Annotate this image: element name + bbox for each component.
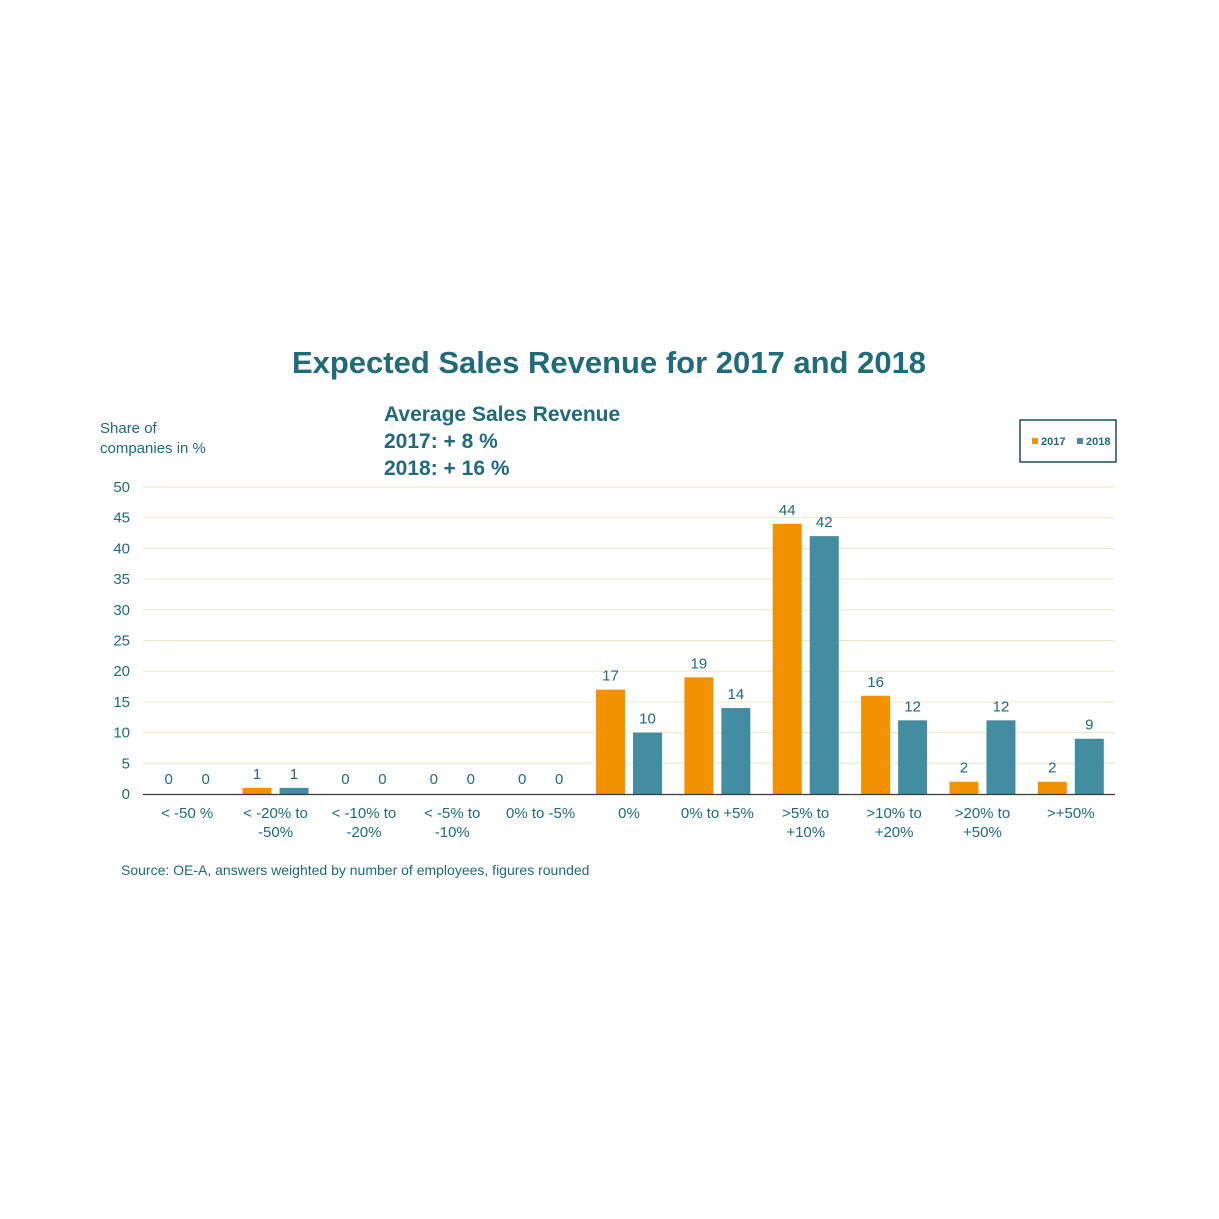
bar-2018-5 xyxy=(633,732,662,794)
data-label-2017-8: 16 xyxy=(867,674,884,691)
bar-2018-1 xyxy=(279,787,309,794)
bar-2017-9 xyxy=(949,781,979,794)
annotation-line-3: 2018: + 16 % xyxy=(384,457,510,480)
x-category-label: +10% xyxy=(786,824,825,841)
x-category-label: < -5% to xyxy=(424,805,480,822)
annotation-line-2: 2017: + 8 % xyxy=(384,430,498,453)
data-label-2017-5: 17 xyxy=(602,668,619,685)
data-label-2017-2: 0 xyxy=(341,771,349,788)
y-tick-label: 20 xyxy=(113,663,130,680)
bar-2018-9 xyxy=(986,720,1016,794)
y-tick-label: 10 xyxy=(113,725,130,742)
bar-2017-1 xyxy=(242,787,272,794)
bar-2017-6 xyxy=(684,677,714,794)
x-category-label: 0% xyxy=(618,805,640,822)
x-category-label: >20% to xyxy=(955,805,1010,822)
x-category-label: < -50 % xyxy=(161,805,213,822)
y-tick-label: 5 xyxy=(122,755,130,772)
x-category-label: >5% to xyxy=(782,805,829,822)
legend-label-2018: 2018 xyxy=(1086,436,1110,448)
y-tick-label: 30 xyxy=(113,602,130,619)
data-label-2018-3: 0 xyxy=(467,771,475,788)
data-label-2017-7: 44 xyxy=(779,502,796,519)
data-label-2018-6: 14 xyxy=(728,686,745,703)
y-tick-label: 15 xyxy=(113,694,130,711)
data-label-2018-5: 10 xyxy=(639,711,656,728)
data-label-2018-10: 9 xyxy=(1085,717,1093,734)
legend-swatch-2018 xyxy=(1077,438,1083,444)
data-label-2018-0: 0 xyxy=(202,771,210,788)
data-label-2017-1: 1 xyxy=(253,766,261,783)
y-tick-label: 25 xyxy=(113,633,130,650)
x-category-label: +20% xyxy=(875,824,914,841)
bar-2018-10 xyxy=(1074,738,1104,794)
data-label-2018-9: 12 xyxy=(993,698,1010,715)
bar-2017-5 xyxy=(596,689,625,794)
data-label-2018-7: 42 xyxy=(816,514,833,531)
data-label-2017-6: 19 xyxy=(691,655,708,672)
bar-2018-8 xyxy=(898,720,928,794)
legend-swatch-2017 xyxy=(1032,438,1038,444)
grid-lines xyxy=(143,486,1115,764)
y-tick-label: 0 xyxy=(122,786,130,803)
data-label-2017-9: 2 xyxy=(960,760,968,777)
x-category-label: -20% xyxy=(346,824,381,841)
bar-2018-6 xyxy=(721,708,751,794)
data-label-2017-10: 2 xyxy=(1048,760,1056,777)
y-axis-label-line-2: companies in % xyxy=(100,440,206,457)
legend: 2017 2018 xyxy=(1019,419,1117,463)
x-category-label: -50% xyxy=(258,824,293,841)
legend-label-2017: 2017 xyxy=(1041,436,1065,448)
x-category-label: 0% to +5% xyxy=(681,805,754,822)
source-note: Source: OE-A, answers weighted by number… xyxy=(121,862,589,878)
bar-2017-10 xyxy=(1037,781,1067,794)
y-axis-ticks: 0 5 10 15 20 25 30 35 40 45 50 xyxy=(113,479,130,803)
data-label-2018-4: 0 xyxy=(555,771,563,788)
y-tick-label: 45 xyxy=(113,510,130,527)
annotation-line-1: Average Sales Revenue xyxy=(384,403,620,426)
bar-2017-7 xyxy=(772,523,802,794)
y-tick-label: 50 xyxy=(113,479,130,496)
chart-title: Expected Sales Revenue for 2017 and 2018 xyxy=(292,345,926,380)
x-axis-categories: < -50 % < -20% to -50% < -10% to -20% < -5% t… xyxy=(161,805,1094,841)
x-category-label: -10% xyxy=(435,824,470,841)
bars xyxy=(242,523,1104,794)
x-category-label: < -10% to xyxy=(332,805,397,822)
data-label-2018-1: 1 xyxy=(290,766,298,783)
y-axis-label-line-1: Share of xyxy=(100,420,158,437)
x-category-label: < -20% to xyxy=(243,805,308,822)
x-category-label: 0% to -5% xyxy=(506,805,575,822)
x-category-label: >+50% xyxy=(1047,805,1095,822)
x-category-label: >10% to xyxy=(866,805,921,822)
data-label-2018-2: 0 xyxy=(378,771,386,788)
bar-2017-8 xyxy=(861,695,891,794)
y-tick-label: 35 xyxy=(113,571,130,588)
data-label-2017-3: 0 xyxy=(430,771,438,788)
data-label-2017-4: 0 xyxy=(518,771,526,788)
data-label-2018-8: 12 xyxy=(904,698,921,715)
y-tick-label: 40 xyxy=(113,540,130,557)
x-category-label: +50% xyxy=(963,824,1002,841)
data-label-2017-0: 0 xyxy=(165,771,173,788)
bar-2018-7 xyxy=(809,536,839,794)
